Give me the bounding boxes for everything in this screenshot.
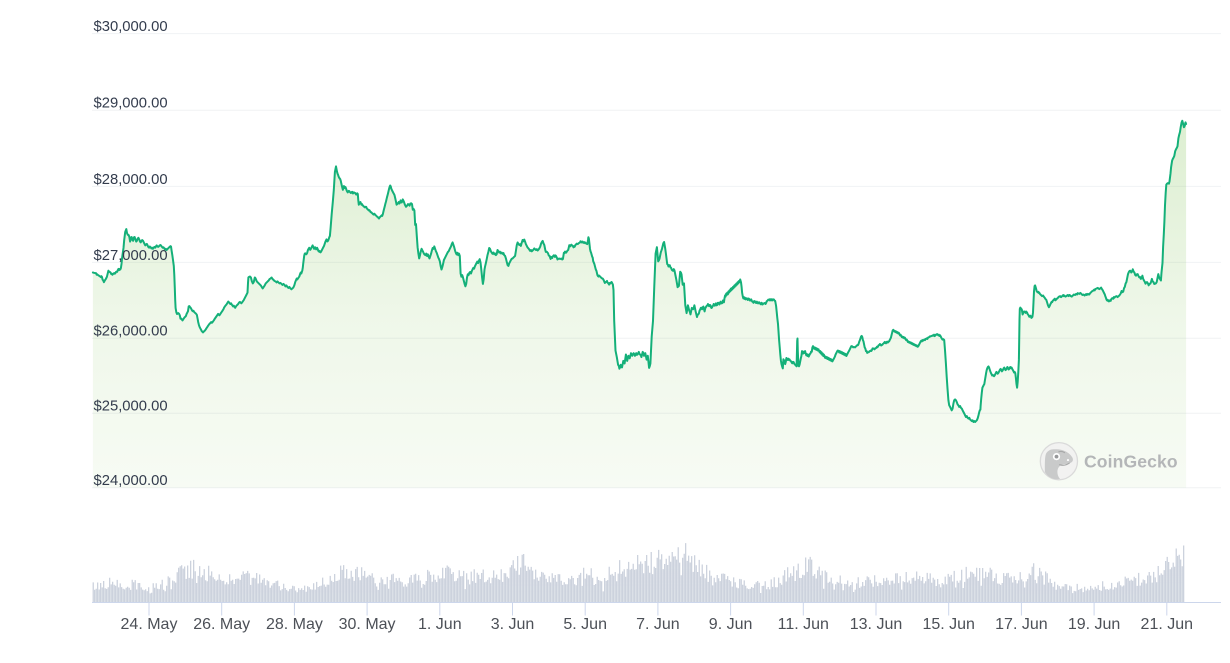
svg-text:$28,000.00: $28,000.00 — [94, 172, 168, 188]
svg-text:$26,000.00: $26,000.00 — [94, 324, 168, 340]
svg-text:11. Jun: 11. Jun — [778, 616, 829, 633]
svg-text:1. Jun: 1. Jun — [418, 616, 462, 633]
svg-text:26. May: 26. May — [193, 616, 250, 633]
svg-text:5. Jun: 5. Jun — [563, 616, 607, 633]
svg-text:7. Jun: 7. Jun — [636, 616, 680, 633]
svg-text:21. Jun: 21. Jun — [1141, 616, 1193, 633]
svg-text:CoinGecko: CoinGecko — [1084, 452, 1178, 472]
svg-text:24. May: 24. May — [121, 616, 178, 633]
svg-text:9. Jun: 9. Jun — [709, 616, 753, 633]
svg-text:15. Jun: 15. Jun — [922, 616, 974, 633]
svg-text:$27,000.00: $27,000.00 — [94, 248, 168, 264]
svg-text:19. Jun: 19. Jun — [1068, 616, 1120, 633]
svg-text:30. May: 30. May — [339, 616, 396, 633]
svg-text:$29,000.00: $29,000.00 — [94, 96, 168, 112]
svg-text:$30,000.00: $30,000.00 — [94, 19, 168, 35]
svg-text:$24,000.00: $24,000.00 — [94, 473, 168, 489]
svg-text:3. Jun: 3. Jun — [491, 616, 535, 633]
svg-text:13. Jun: 13. Jun — [850, 616, 902, 633]
svg-text:28. May: 28. May — [266, 616, 323, 633]
svg-text:17. Jun: 17. Jun — [995, 616, 1047, 633]
svg-text:$25,000.00: $25,000.00 — [94, 399, 168, 415]
